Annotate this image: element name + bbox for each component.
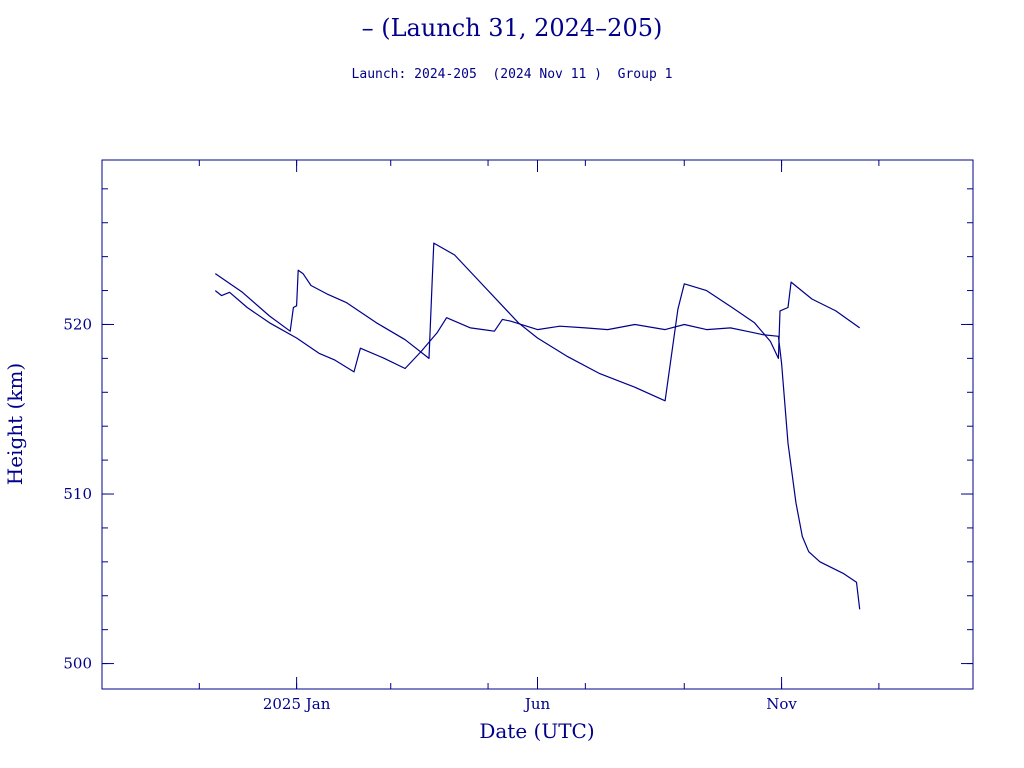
- y-tick-label: 520: [63, 315, 92, 333]
- y-axis-title: Height (km): [3, 363, 27, 485]
- chart-subtitle: Launch: 2024-205 (2024 Nov 11 ) Group 1: [351, 67, 673, 82]
- minor-ticks: [101, 160, 974, 689]
- y-tick-label: 500: [63, 655, 92, 673]
- x-tick-label: Nov: [766, 695, 797, 713]
- series-line-1: [214, 242, 861, 402]
- x-tick-label: 2025 Jan: [263, 695, 331, 713]
- plot-frame: [101, 159, 974, 690]
- chart-title: – (Launch 31, 2024–205): [361, 14, 663, 42]
- y-tick-label: 510: [63, 485, 92, 503]
- major-ticks: [102, 160, 973, 689]
- x-tick-label: Jun: [523, 695, 551, 713]
- series-lines: [214, 242, 861, 610]
- y-tick-labels: 500 510 520: [63, 315, 92, 672]
- x-axis-title: Date (UTC): [479, 719, 594, 743]
- x-tick-labels: 2025 Jan Jun Nov: [263, 695, 798, 713]
- series-line-2: [214, 290, 861, 610]
